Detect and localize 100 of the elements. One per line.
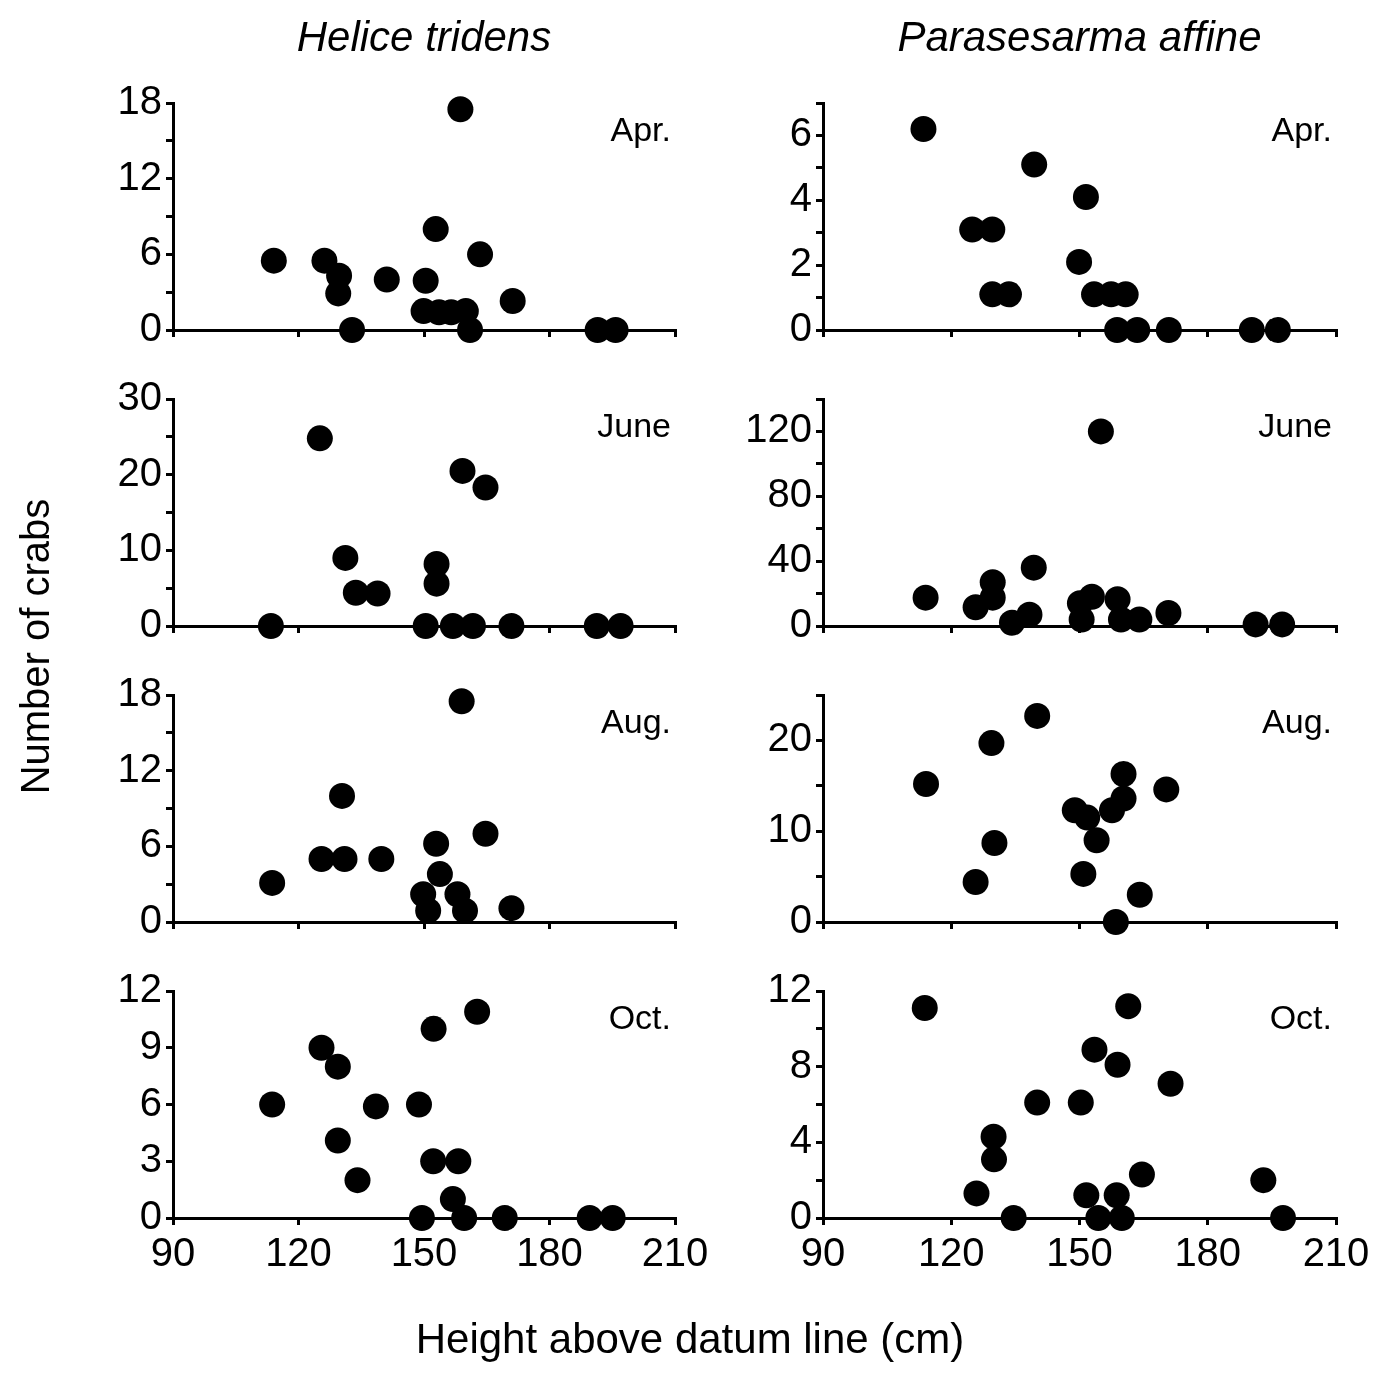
- point: [913, 770, 940, 797]
- point: [452, 897, 478, 924]
- y-tick-label: 9: [139, 1022, 162, 1067]
- point: [373, 266, 400, 293]
- point: [1066, 248, 1093, 275]
- y-tick-label: 12: [117, 153, 162, 198]
- x-tick-label: 150: [1046, 1230, 1113, 1275]
- point: [962, 869, 989, 896]
- point: [499, 287, 526, 314]
- point: [1115, 993, 1142, 1020]
- y-tick-label: 6: [139, 1079, 162, 1124]
- x-tick-label: 120: [265, 1230, 332, 1275]
- point: [405, 1091, 432, 1118]
- point: [257, 613, 284, 639]
- point: [415, 897, 442, 924]
- y-axis-title: Number of crabs: [13, 498, 59, 795]
- point: [1000, 1205, 1027, 1231]
- y-tick-label: 0: [789, 897, 812, 942]
- point: [423, 830, 450, 857]
- point: [1074, 804, 1101, 831]
- point: [412, 613, 439, 639]
- point: [445, 1148, 472, 1175]
- y-tick-label: 6: [139, 821, 162, 866]
- point: [1238, 317, 1265, 343]
- point: [311, 247, 338, 274]
- point: [260, 247, 287, 274]
- y-tick-label: 10: [117, 525, 162, 570]
- x-tick-label: 210: [641, 1230, 709, 1275]
- point: [1264, 317, 1291, 343]
- y-tick-label: 4: [789, 175, 812, 220]
- point: [464, 998, 491, 1025]
- point: [1083, 827, 1110, 854]
- point: [1157, 1070, 1184, 1097]
- point: [449, 457, 476, 484]
- point: [447, 96, 474, 123]
- x-tick-label: 120: [917, 1230, 985, 1275]
- x-tick-label: 150: [390, 1230, 458, 1275]
- point: [331, 845, 358, 872]
- point: [607, 613, 634, 639]
- point: [1087, 418, 1114, 445]
- point: [1269, 611, 1296, 638]
- point: [1102, 909, 1129, 935]
- point: [911, 995, 938, 1022]
- point: [1070, 860, 1097, 887]
- point: [412, 267, 439, 294]
- y-tick-label: 12: [117, 966, 162, 1011]
- point: [306, 425, 333, 452]
- y-tick-label: 2: [789, 240, 812, 285]
- point: [1155, 317, 1182, 343]
- point: [420, 1148, 447, 1175]
- y-tick-label: 0: [139, 897, 162, 942]
- point: [448, 688, 475, 715]
- y-tick-label: 4: [789, 1117, 812, 1162]
- point: [912, 584, 939, 611]
- x-axis-title: Height above datum line (cm): [414, 1315, 966, 1363]
- point: [583, 613, 610, 639]
- point: [1072, 184, 1099, 211]
- point: [981, 1146, 1007, 1173]
- point: [426, 861, 453, 888]
- point: [259, 1091, 286, 1118]
- y-tick-label: 120: [745, 406, 812, 451]
- point: [1153, 776, 1180, 803]
- annotation: Aug.: [601, 702, 671, 741]
- point: [362, 1093, 389, 1120]
- point: [1024, 702, 1051, 729]
- y-tick-label: 80: [767, 471, 812, 516]
- point: [472, 820, 499, 847]
- point: [1269, 1205, 1296, 1231]
- y-tick-label: 12: [767, 966, 812, 1011]
- point: [1020, 554, 1047, 581]
- annotation: June: [1258, 406, 1332, 445]
- point: [451, 1205, 478, 1231]
- point: [368, 845, 395, 872]
- point: [1242, 611, 1269, 638]
- y-tick-label: 8: [789, 1041, 812, 1086]
- point: [1081, 1036, 1108, 1063]
- point: [364, 580, 391, 607]
- point: [910, 115, 937, 142]
- point: [332, 544, 359, 571]
- point: [980, 1123, 1007, 1150]
- point: [963, 1180, 990, 1207]
- annotation: June: [597, 406, 671, 445]
- point: [1104, 1051, 1131, 1078]
- point: [1078, 583, 1105, 610]
- point: [259, 869, 286, 896]
- y-tick-label: 0: [789, 601, 812, 646]
- x-tick-label: 180: [1174, 1230, 1242, 1275]
- y-tick-label: 40: [767, 536, 812, 581]
- point: [1128, 1161, 1155, 1188]
- point: [472, 474, 499, 501]
- chart-title: Helice tridens: [295, 13, 553, 61]
- point: [599, 1205, 626, 1231]
- point: [308, 845, 335, 872]
- point: [978, 730, 1005, 757]
- y-tick-label: 10: [767, 806, 812, 851]
- annotation: Oct.: [1269, 998, 1332, 1037]
- point: [329, 782, 356, 809]
- y-tick-label: 6: [139, 229, 162, 274]
- point: [308, 1034, 335, 1061]
- point: [1103, 1182, 1130, 1209]
